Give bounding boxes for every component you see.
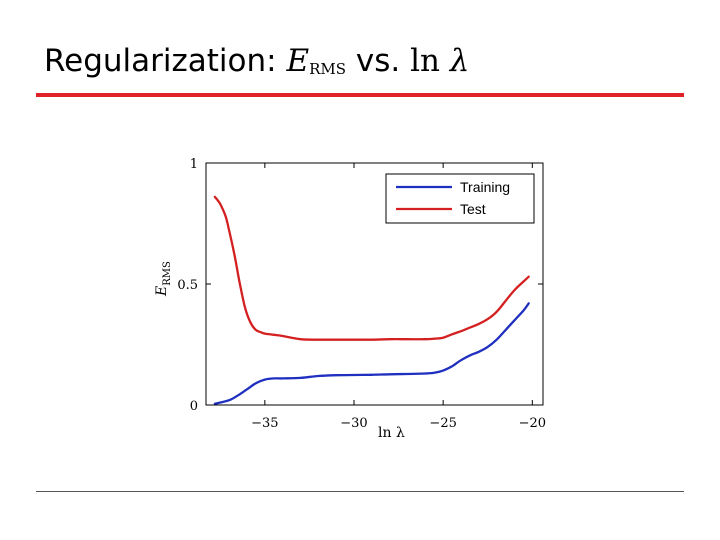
y-tick-label: 0 <box>190 399 198 414</box>
y-axis-label-var: E <box>154 286 170 297</box>
plot-frame <box>205 162 544 406</box>
title-math-lambda: λ <box>449 43 470 79</box>
y-axis-label-sub: RMS <box>162 261 173 286</box>
x-tick-label: −20 <box>519 416 546 431</box>
series-line-training <box>213 302 530 405</box>
title-math-ln-lambda: ln λ <box>410 43 469 79</box>
title-math-ln: ln <box>410 43 441 79</box>
series-line-test <box>213 195 530 341</box>
y-tick-label: 0.5 <box>177 278 198 293</box>
title-math-sub: RMS <box>309 60 347 78</box>
y-tick-label: 1 <box>190 157 198 172</box>
series-layer <box>213 195 530 405</box>
legend-label-test: Test <box>460 201 486 217</box>
footer-rule <box>36 491 684 492</box>
ticks-layer: −35 −30 −25 −20 0 0.5 1 <box>177 157 546 431</box>
title-math-var: E <box>286 43 310 79</box>
legend-label-training: Training <box>460 179 510 195</box>
slide-title: Regularization: ERMS vs. ln λ <box>44 46 470 77</box>
x-axis-label: ln λ <box>378 425 405 441</box>
title-text: Regularization: <box>44 43 277 79</box>
x-tick-label: −35 <box>251 416 278 431</box>
title-math-erms: ERMS <box>286 43 346 79</box>
title-rule <box>36 93 684 97</box>
legend: Training Test <box>385 173 535 224</box>
title-vs: vs. <box>355 43 401 79</box>
x-tick-label: −30 <box>340 416 367 431</box>
y-axis-label: ERMS <box>154 261 173 297</box>
x-tick-label: −25 <box>429 416 456 431</box>
legend-box <box>385 173 535 224</box>
